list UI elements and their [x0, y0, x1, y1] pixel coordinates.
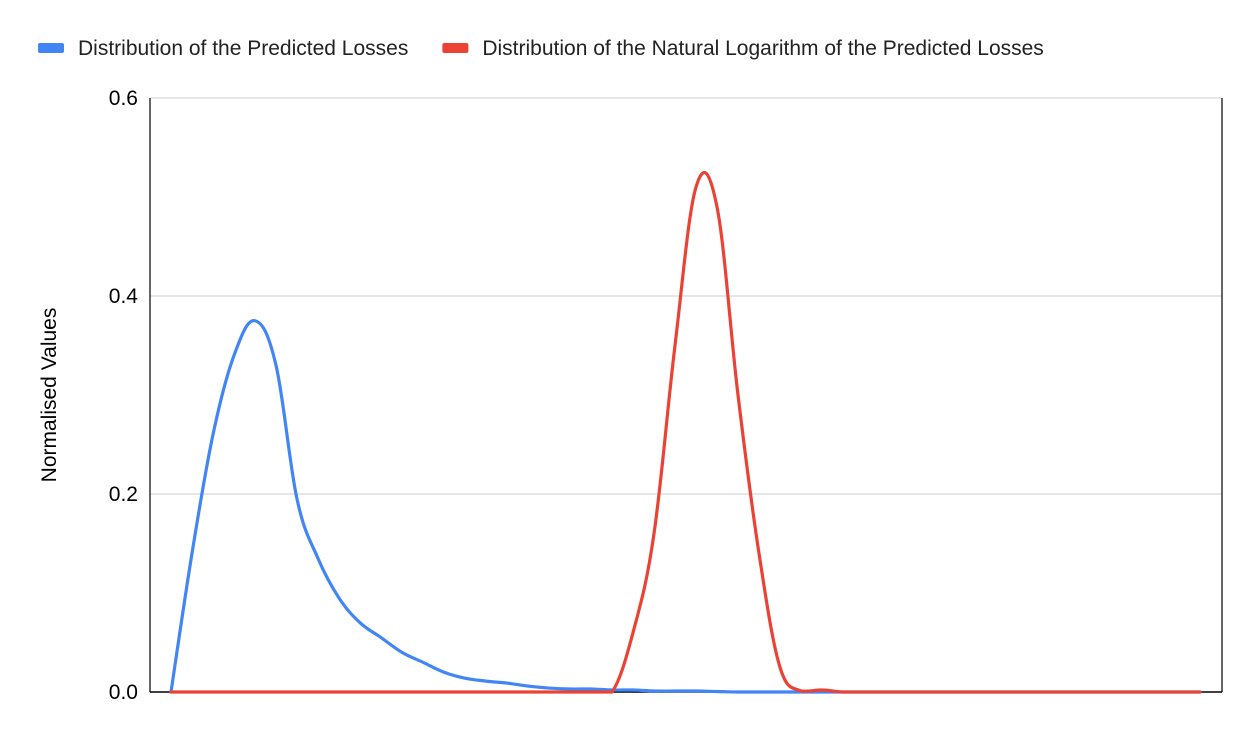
y-tick-label: 0.0 — [109, 681, 138, 704]
y-tick-label: 0.2 — [109, 483, 138, 506]
legend-label-2: Distribution of the Natural Logarithm of… — [482, 37, 1043, 60]
axes — [149, 98, 1223, 693]
gridlines — [150, 97, 1222, 495]
y-tick-labels: 0.0 0.2 0.4 0.6 — [109, 87, 139, 704]
series-line-1 — [169, 319, 1202, 694]
y-tick-label: 0.6 — [109, 87, 138, 110]
legend: Distribution of the Predicted Losses Dist… — [38, 37, 1044, 60]
legend-swatch-2 — [442, 43, 469, 53]
y-tick-label: 0.4 — [109, 285, 139, 308]
legend-swatch-1 — [38, 43, 64, 53]
y-axis-title: Normalised Values — [38, 308, 61, 483]
legend-label-1: Distribution of the Predicted Losses — [78, 37, 408, 60]
series-line-2 — [169, 171, 1202, 694]
series-lines — [169, 171, 1202, 694]
